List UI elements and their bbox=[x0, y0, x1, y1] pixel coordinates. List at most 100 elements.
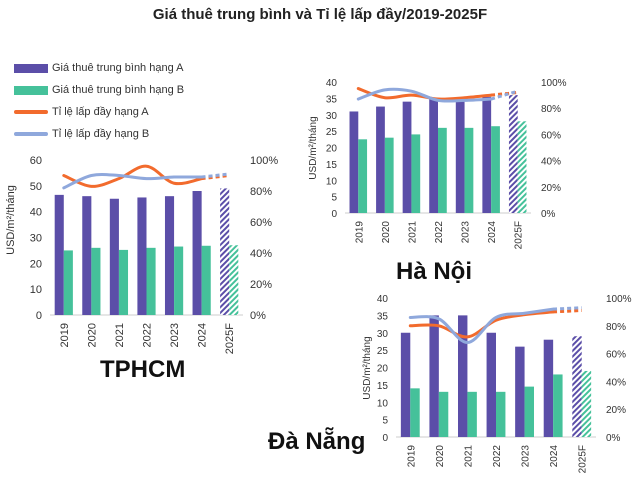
y-tick-label: 25 bbox=[377, 346, 389, 357]
category-label: 2022 bbox=[142, 323, 154, 347]
bar-grade-b bbox=[438, 127, 447, 213]
legend-swatch bbox=[14, 110, 48, 114]
y-tick-label: 35 bbox=[377, 311, 389, 322]
y-tick-label: 15 bbox=[326, 160, 338, 171]
y2-tick-label: 100% bbox=[606, 294, 632, 305]
legend-item-grade-b-occupancy: Tỉ lệ lấp đầy hạng B bbox=[14, 126, 149, 142]
occupancy-line-grade-b bbox=[62, 172, 204, 190]
bar-grade-a bbox=[482, 96, 492, 213]
bar-grade-a bbox=[192, 191, 202, 315]
bar-grade-b bbox=[146, 247, 156, 315]
y-tick-label: 0 bbox=[36, 310, 42, 322]
y-tick-label: 25 bbox=[326, 127, 338, 138]
y-tick-label: 40 bbox=[377, 294, 389, 305]
legend-swatch bbox=[14, 63, 48, 73]
occupancy-line-grade-b-forecast bbox=[490, 89, 519, 101]
city-label-ha-noi: Hà Nội bbox=[396, 258, 473, 285]
y2-tick-label: 0% bbox=[541, 209, 556, 220]
y2-tick-label: 20% bbox=[541, 183, 561, 194]
bar-grade-b bbox=[464, 127, 474, 213]
bar-grade-b bbox=[411, 134, 421, 213]
y-tick-label: 0 bbox=[331, 209, 337, 220]
occupancy-line-grade-b bbox=[408, 307, 555, 344]
legend-item-grade-b-rent: Giá thuê trung bình hạng B bbox=[14, 82, 184, 98]
bar-grade-b bbox=[438, 391, 449, 437]
legend-label: Giá thuê trung bình hạng A bbox=[52, 62, 184, 74]
bar-grade-a bbox=[164, 196, 175, 315]
bar-grade-a bbox=[400, 332, 411, 437]
city-label-da-nang: Đà Nẵng bbox=[268, 428, 366, 455]
legend-label: Giá thuê trung bình hạng B bbox=[52, 84, 185, 96]
bar-grade-a bbox=[137, 197, 147, 315]
y-tick-label: 50 bbox=[30, 181, 42, 193]
bar-grade-b bbox=[174, 246, 184, 315]
bar-grade-b bbox=[496, 391, 506, 437]
category-label: 2020 bbox=[435, 445, 446, 468]
occupancy-line-grade-b bbox=[356, 87, 493, 103]
y-tick-label: 40 bbox=[30, 207, 42, 219]
bar-grade-a bbox=[429, 98, 438, 213]
legend-swatch bbox=[14, 132, 48, 136]
bar-grade-b bbox=[467, 391, 477, 437]
category-label: 2019 bbox=[59, 323, 71, 347]
category-label: 2025F bbox=[578, 445, 589, 473]
occupancy-line-grade-a-forecast bbox=[490, 90, 518, 97]
occupancy-line-grade-b-forecast bbox=[553, 306, 582, 311]
y2-tick-label: 40% bbox=[541, 157, 561, 168]
y-tick-label: 0 bbox=[382, 433, 388, 444]
bar-grade-a bbox=[402, 101, 412, 213]
bar-grade-a bbox=[220, 188, 230, 315]
y-tick-label: 20 bbox=[326, 144, 338, 155]
bar-grade-b bbox=[63, 250, 73, 315]
y-tick-label: 10 bbox=[30, 284, 42, 296]
occupancy-line-grade-b-forecast bbox=[201, 172, 230, 179]
y-tick-label: 10 bbox=[326, 176, 338, 187]
y-tick-label: 15 bbox=[377, 381, 389, 392]
category-label: 2021 bbox=[407, 221, 418, 244]
category-label: 2022 bbox=[434, 221, 445, 244]
bar-grade-b bbox=[118, 249, 129, 315]
category-label: 2023 bbox=[521, 445, 532, 468]
bar-grade-b bbox=[201, 245, 211, 315]
y-tick-label: 35 bbox=[326, 94, 338, 105]
y-tick-label: 10 bbox=[377, 398, 389, 409]
y2-tick-label: 80% bbox=[606, 322, 626, 333]
bar-grade-a bbox=[572, 336, 582, 437]
city-label-tphcm: TPHCM bbox=[100, 356, 186, 383]
bar-grade-a bbox=[376, 106, 385, 213]
bar-grade-a bbox=[515, 346, 525, 437]
bar-grade-b bbox=[524, 386, 534, 437]
bar-grade-b bbox=[553, 374, 563, 437]
bar-grade-a bbox=[54, 194, 64, 315]
bar-grade-a bbox=[109, 198, 119, 315]
bar-grade-a bbox=[458, 315, 468, 437]
y2-tick-label: 40% bbox=[606, 377, 626, 388]
category-label: 2021 bbox=[463, 445, 474, 468]
bar-grade-b bbox=[229, 245, 239, 315]
category-label: 2019 bbox=[406, 445, 417, 468]
occupancy-line-grade-a bbox=[62, 164, 204, 188]
y-tick-label: 5 bbox=[331, 193, 337, 204]
bar-grade-b bbox=[358, 139, 368, 213]
category-label: 2024 bbox=[197, 323, 209, 347]
legend-item-grade-a-rent: Giá thuê trung bình hạng A bbox=[14, 60, 184, 76]
y-tick-label: 30 bbox=[377, 329, 389, 340]
y2-tick-label: 0% bbox=[606, 433, 621, 444]
page-title: Giá thuê trung bình và Tỉ lệ lấp đầy/201… bbox=[152, 6, 488, 23]
category-label: 2024 bbox=[487, 221, 498, 244]
bar-grade-a bbox=[349, 111, 359, 213]
y2-tick-label: 60% bbox=[541, 130, 561, 141]
y2-tick-label: 80% bbox=[250, 186, 272, 198]
legend-label: Tỉ lệ lấp đầy hạng A bbox=[52, 106, 149, 118]
y2-tick-label: 100% bbox=[541, 78, 567, 89]
y2-tick-label: 0% bbox=[250, 310, 266, 322]
category-label: 2023 bbox=[461, 221, 472, 244]
bar-grade-b bbox=[384, 137, 394, 213]
bar-grade-b bbox=[91, 247, 101, 315]
y-tick-label: 60 bbox=[30, 155, 42, 167]
y-tick-label: 20 bbox=[30, 258, 42, 270]
category-label: 2024 bbox=[549, 445, 560, 468]
bar-grade-a bbox=[486, 332, 496, 437]
y-tick-label: 20 bbox=[377, 364, 389, 375]
